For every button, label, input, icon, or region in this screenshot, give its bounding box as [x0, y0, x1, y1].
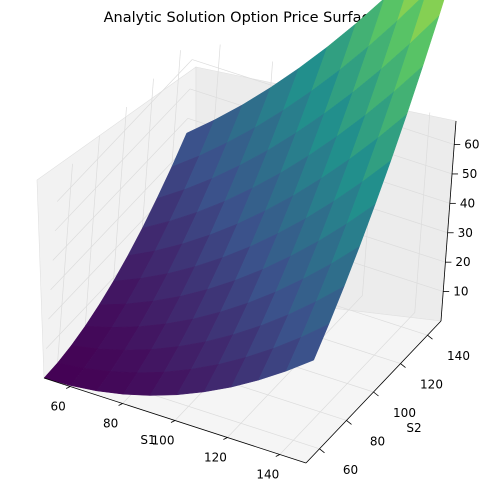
z-tick-label: 30 [458, 226, 473, 240]
side-gridline-z [54, 88, 191, 232]
y-tick-mark [400, 363, 406, 368]
y-tick-label: 100 [393, 406, 416, 420]
side-gridline-z [52, 118, 189, 261]
side-gridline-z [50, 147, 186, 291]
y-tick-label: 80 [370, 434, 385, 448]
y-tick-mark [319, 448, 325, 454]
x-axis-label: S1 [140, 433, 155, 447]
x-tick-mark [66, 386, 71, 389]
x-ticks: 60 80 100 120 140 [51, 386, 280, 482]
back-gridline-x [414, 112, 431, 313]
side-gridline-y [111, 106, 127, 308]
y-tick-mark [373, 391, 379, 397]
side-gridline-y [57, 163, 73, 364]
y-ticks: 60 80 100 120 140 [319, 334, 470, 477]
x-tick-mark [223, 437, 228, 440]
x-tick-mark [275, 454, 280, 457]
z-tick-label: 40 [460, 196, 475, 210]
y-tick-label: 120 [420, 378, 443, 392]
z-ticks: 10 20 30 40 50 60 [443, 138, 480, 299]
side-gridline-z [56, 59, 193, 202]
z-tick-label: 10 [453, 285, 468, 299]
z-axis-line [440, 120, 457, 322]
y-tick-label: 140 [447, 349, 470, 363]
x-tick-label: 100 [152, 434, 175, 448]
x-tick-mark [170, 420, 176, 423]
y-tick-mark [346, 420, 352, 425]
y-tick-mark [427, 334, 433, 340]
y-axis-label: S2 [406, 421, 421, 435]
y-tick-label: 60 [343, 463, 358, 477]
side-gridline-y [84, 135, 100, 336]
x-tick-label: 120 [204, 451, 227, 465]
chart-title: Analytic Solution Option Price Surface [104, 10, 379, 26]
z-tick-label: 20 [455, 255, 470, 269]
x-tick-label: 80 [103, 417, 118, 431]
x-tick-label: 140 [256, 468, 279, 482]
surface [43, 0, 445, 396]
x-tick-label: 60 [51, 400, 66, 414]
x-tick-mark [118, 403, 123, 406]
z-tick-label: 50 [462, 167, 477, 181]
surface-patch [285, 323, 330, 372]
z-tick-label: 60 [464, 138, 479, 152]
